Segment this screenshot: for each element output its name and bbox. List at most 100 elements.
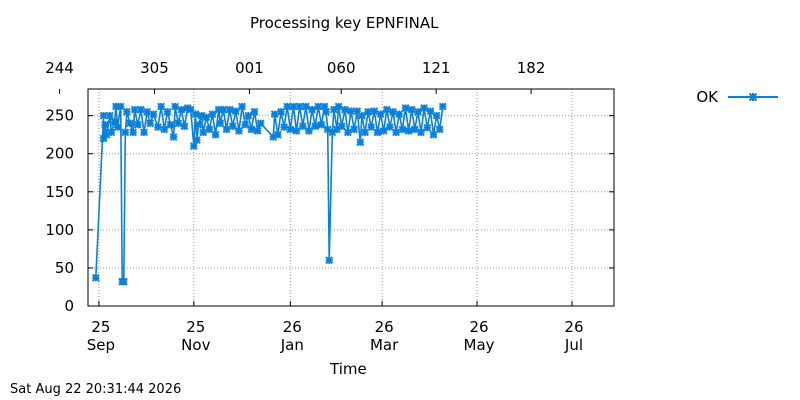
data-point	[410, 125, 419, 134]
data-point	[317, 120, 326, 129]
data-point	[163, 107, 172, 116]
data-point	[382, 105, 391, 114]
data-point	[231, 107, 240, 116]
data-point	[334, 102, 343, 111]
axis-ticks: 05010015020025025Sep25Nov26Jan26Mar26May…	[45, 59, 614, 354]
data-point	[149, 110, 158, 119]
data-point	[376, 110, 385, 119]
data-point	[357, 111, 366, 120]
data-point	[250, 107, 259, 116]
data-point	[130, 105, 139, 114]
timestamp: Sat Aug 22 20:31:44 2026	[10, 382, 182, 397]
data-point	[171, 102, 180, 111]
data-point	[395, 110, 404, 119]
tick-label-y: 100	[45, 221, 74, 239]
tick-label-x-top: 182	[517, 59, 546, 77]
tick-label-x-top: 244	[45, 59, 74, 77]
data-point	[140, 128, 148, 137]
data-point	[110, 117, 119, 126]
tick-label-x-month: Sep	[87, 336, 115, 354]
data-point	[180, 122, 189, 131]
data-point	[186, 105, 195, 114]
data-point	[119, 277, 128, 286]
data-point	[253, 126, 262, 135]
data-point	[343, 128, 352, 137]
chart-title: Processing key EPNFINAL	[250, 14, 439, 32]
data-point	[211, 130, 220, 139]
data-point	[91, 273, 100, 282]
data-point	[301, 102, 310, 111]
data-point	[286, 125, 295, 134]
tick-label-y: 250	[45, 107, 74, 125]
data-point	[407, 105, 416, 114]
data-point	[347, 107, 355, 116]
data-point	[105, 111, 114, 120]
data-point	[192, 136, 201, 144]
data-point	[364, 107, 373, 116]
tick-label-x-month: Jan	[280, 336, 304, 354]
tick-label-x-day: 26	[470, 318, 489, 336]
tick-label-y: 200	[45, 145, 74, 163]
tick-label-x-top: 001	[235, 59, 264, 77]
grid-lines	[88, 89, 614, 306]
data-point	[340, 105, 349, 114]
legend-marker-ok	[748, 92, 758, 102]
data-point	[273, 130, 282, 139]
data-point	[292, 126, 301, 135]
data-point	[370, 107, 379, 116]
data-point	[385, 123, 394, 132]
tick-label-x-top: 121	[422, 59, 451, 77]
data-point	[367, 123, 376, 132]
data-point	[295, 102, 304, 111]
data-point	[423, 123, 432, 132]
data-point	[126, 119, 134, 128]
data-point	[298, 122, 307, 131]
data-point	[429, 130, 438, 139]
data-point	[238, 102, 247, 111]
data-point	[426, 107, 435, 116]
data-point	[235, 126, 243, 135]
data-point	[191, 110, 200, 119]
x-axis-label: Time	[330, 360, 367, 378]
data-point	[225, 105, 234, 114]
data-point	[228, 122, 237, 131]
data-point	[373, 128, 382, 137]
data-point	[208, 110, 217, 119]
data-point	[194, 120, 203, 129]
data-point	[202, 113, 211, 122]
data-point	[337, 122, 346, 131]
data-point	[435, 125, 444, 134]
data-point	[169, 133, 178, 141]
data-point	[219, 105, 228, 114]
data-point	[417, 128, 425, 137]
tick-label-x-day: 26	[375, 318, 394, 336]
tick-label-x-day: 25	[91, 318, 110, 336]
series-line-ok	[95, 105, 444, 283]
data-point	[174, 119, 183, 128]
tick-label-x-top: 060	[327, 59, 356, 77]
data-point	[113, 123, 122, 132]
data-point	[392, 128, 401, 137]
data-point	[270, 110, 279, 119]
data-point	[205, 125, 214, 134]
tick-label-x-day: 25	[186, 318, 205, 336]
data-point	[333, 125, 341, 134]
plot-frame	[87, 88, 615, 307]
data-point	[160, 125, 169, 134]
data-point	[401, 104, 410, 112]
tick-label-x-day: 26	[283, 318, 302, 336]
data-point	[350, 125, 359, 134]
data-point	[413, 107, 422, 116]
data-point	[244, 111, 253, 120]
tick-label-x-month: Jul	[564, 336, 583, 354]
data-point	[216, 119, 225, 128]
tick-label-x-day: 26	[564, 318, 583, 336]
data-point	[116, 102, 125, 111]
tick-label-x-month: May	[464, 336, 495, 354]
data-point	[356, 138, 365, 147]
tick-label-x-month: Nov	[181, 336, 210, 354]
data-point	[289, 102, 298, 111]
data-point	[136, 105, 145, 114]
